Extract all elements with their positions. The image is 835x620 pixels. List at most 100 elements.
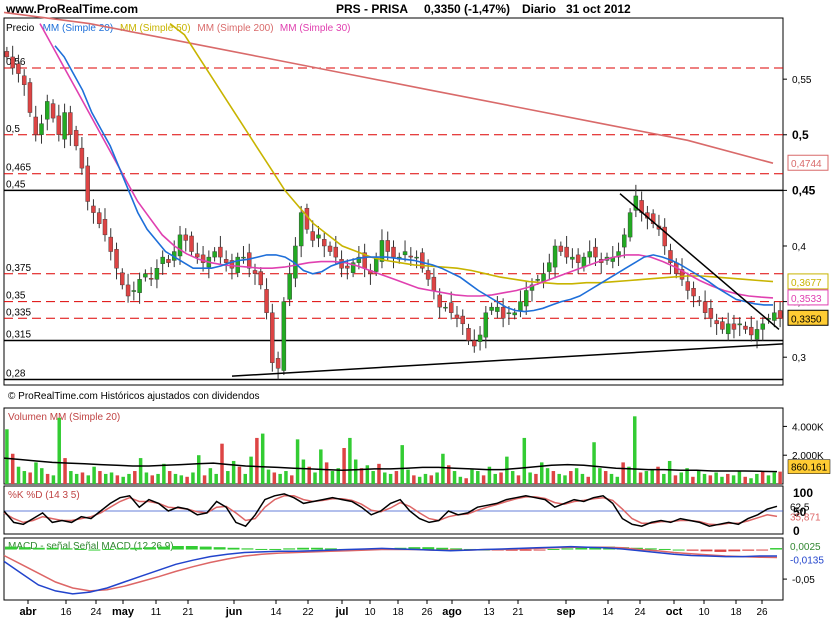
macd-histogram-bar bbox=[561, 548, 574, 550]
volume-bar bbox=[656, 466, 660, 484]
volume-bar bbox=[696, 471, 701, 484]
volume-bar bbox=[702, 473, 707, 484]
legend-entry: MM (Simple 30) bbox=[280, 23, 351, 34]
candle bbox=[50, 103, 56, 119]
volume-bar bbox=[394, 471, 399, 484]
volume-bar bbox=[69, 471, 73, 484]
volume-bar bbox=[63, 458, 67, 484]
candle bbox=[310, 231, 315, 241]
y-tick-label: 0,3 bbox=[792, 353, 806, 364]
x-tick-label: 14 bbox=[270, 607, 282, 618]
candle bbox=[16, 63, 21, 74]
candle bbox=[79, 147, 85, 169]
x-tick-label: abr bbox=[19, 606, 37, 618]
volume-bar bbox=[650, 469, 654, 484]
volume-bar bbox=[40, 468, 44, 484]
volume-bar bbox=[162, 463, 166, 484]
x-tick-label: 22 bbox=[302, 607, 314, 618]
candle bbox=[327, 245, 333, 252]
candle bbox=[414, 256, 419, 259]
macd-histogram-bar bbox=[644, 548, 657, 550]
candle bbox=[108, 236, 113, 252]
volume-bar bbox=[708, 475, 713, 484]
macd-histogram-bar bbox=[171, 546, 184, 550]
stochastic-tick-label: 50 bbox=[793, 505, 807, 519]
candle bbox=[281, 301, 287, 371]
volume-value-label: 860.161 bbox=[791, 463, 828, 474]
x-tick-label: 18 bbox=[730, 607, 742, 618]
candle bbox=[45, 101, 50, 120]
volume-bar bbox=[417, 476, 422, 484]
stochastic-k-value: 62,5 bbox=[790, 502, 810, 513]
volume-bar bbox=[644, 471, 649, 484]
volume-bar bbox=[435, 472, 439, 484]
candle bbox=[708, 308, 714, 319]
macd-histogram-bar bbox=[533, 549, 546, 551]
candle bbox=[512, 312, 517, 316]
candle bbox=[714, 320, 719, 325]
candle bbox=[21, 75, 27, 85]
candle bbox=[385, 240, 390, 252]
candle bbox=[200, 254, 206, 263]
site-name: www.ProRealTime.com bbox=[6, 2, 139, 16]
volume-bar bbox=[685, 468, 689, 484]
volume-bar bbox=[249, 456, 253, 484]
volume-bar bbox=[144, 472, 149, 484]
volume-bar bbox=[638, 472, 643, 484]
x-tick-label: 21 bbox=[182, 607, 194, 618]
x-tick-label: 10 bbox=[364, 607, 376, 618]
volume-bar bbox=[458, 476, 463, 484]
candle bbox=[154, 268, 160, 280]
volume-bar bbox=[260, 433, 265, 484]
candle bbox=[85, 165, 90, 202]
volume-bar bbox=[510, 471, 515, 484]
value-tag-label: 0,3533 bbox=[791, 294, 822, 305]
volume-bar bbox=[441, 453, 445, 484]
volume-title: Volumen MM (Simple 20) bbox=[8, 412, 120, 423]
volume-bar bbox=[760, 471, 765, 484]
level-label: 0,5 bbox=[6, 124, 20, 135]
volume-bar bbox=[359, 468, 364, 484]
volume-bar bbox=[51, 475, 56, 484]
macd-histogram-bar bbox=[18, 547, 31, 550]
candle bbox=[114, 249, 119, 269]
volume-bar bbox=[563, 475, 567, 484]
candle bbox=[448, 302, 454, 313]
volume-bar bbox=[109, 472, 114, 484]
candle bbox=[27, 82, 33, 113]
candle bbox=[73, 130, 79, 147]
candle bbox=[195, 253, 200, 258]
volume-bar bbox=[10, 453, 15, 484]
macd-histogram-bar bbox=[700, 549, 713, 552]
volume-bar bbox=[388, 473, 393, 484]
legend-entry: MM (Simple 200) bbox=[197, 23, 273, 34]
stochastic-tick-label: 100 bbox=[793, 486, 813, 500]
volume-bar bbox=[487, 466, 492, 484]
last-price: 0,3350 (-1,47%) bbox=[424, 2, 511, 16]
chart-date: 31 oct 2012 bbox=[566, 2, 631, 16]
x-tick-label: sep bbox=[557, 606, 576, 618]
macd-histogram-bar bbox=[213, 547, 226, 550]
volume-bar bbox=[778, 471, 782, 484]
volume-bar bbox=[98, 471, 102, 484]
macd-histogram-bar bbox=[714, 549, 727, 552]
x-tick-label: oct bbox=[666, 606, 683, 618]
volume-bar bbox=[342, 448, 346, 484]
volume-bar bbox=[74, 473, 79, 484]
x-tick-label: may bbox=[112, 606, 135, 618]
value-tag-label: 0,3350 bbox=[791, 314, 822, 325]
volume-bar bbox=[662, 473, 666, 484]
value-tag-label: 0,3677 bbox=[791, 278, 822, 289]
macd-histogram-bar bbox=[728, 549, 741, 552]
volume-bar bbox=[284, 471, 288, 484]
level-label: 0,315 bbox=[6, 330, 31, 341]
candle bbox=[495, 306, 500, 312]
volume-bar bbox=[57, 417, 61, 484]
volume-bar bbox=[766, 475, 771, 484]
candle bbox=[627, 212, 633, 238]
volume-bar bbox=[301, 459, 306, 484]
volume-bar bbox=[406, 469, 410, 484]
candle bbox=[777, 310, 783, 319]
x-tick-label: 13 bbox=[483, 607, 495, 618]
candle bbox=[62, 112, 67, 140]
